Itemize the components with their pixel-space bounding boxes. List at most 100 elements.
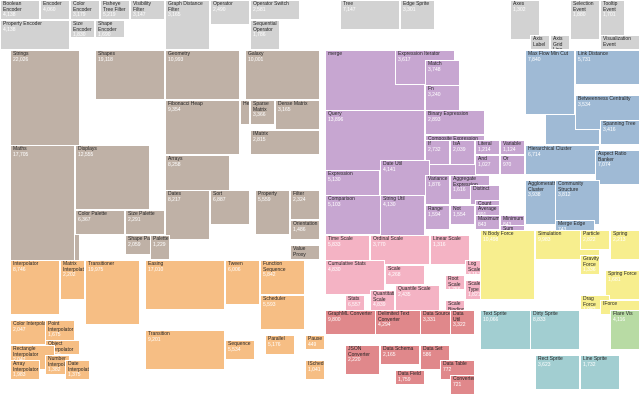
treemap-cell: Transition 9,201 xyxy=(145,330,225,370)
treemap-cell: Size Encoder 1,830 xyxy=(70,20,95,38)
treemap-cell: Dirty Sprite 8,833 xyxy=(530,310,580,350)
cell-label: Function Sequence xyxy=(263,261,286,273)
cell-label: Stats xyxy=(348,296,360,302)
cell-value: 10,498 xyxy=(483,236,499,243)
cell-label: Aggregate Expression xyxy=(453,176,478,188)
cell-label: Scale Type xyxy=(468,281,481,293)
treemap-cell: Max Flow Min Cut 7,840 xyxy=(525,50,575,115)
cell-label: Operator Switch xyxy=(253,1,289,7)
treemap-cell: Color Encoder 3,179 xyxy=(70,0,100,20)
cell-value: 3,938 xyxy=(528,192,541,198)
cell-label: Count xyxy=(478,201,492,207)
cell-value: 8,833 xyxy=(533,316,546,323)
cell-label: Transitioner xyxy=(88,261,115,267)
cell-label: Matrix Interpolator xyxy=(63,261,84,273)
cell-label: Dates xyxy=(168,191,182,197)
cell-label: Geometry xyxy=(168,51,190,57)
treemap-cell: Spring Force 1,681 xyxy=(605,270,640,300)
cell-label: Sum xyxy=(503,226,514,232)
cell-value: 1,759 xyxy=(398,376,411,383)
cell-value: 5,103 xyxy=(328,201,341,208)
cell-label: Visualization Event xyxy=(603,36,631,48)
treemap-cell: Hierarchical Cluster 6,714 xyxy=(525,145,600,175)
treemap-cell: Value Proxy xyxy=(290,245,320,260)
cell-label: Cumulative Stats xyxy=(328,261,366,267)
treemap-cell: Palette 1,229 xyxy=(150,235,170,260)
treemap-cell: Flare Vis 4,116 xyxy=(610,310,640,350)
cell-value: 1,486 xyxy=(293,226,306,233)
cell-value: 3,322 xyxy=(453,322,466,328)
cell-label: Variable xyxy=(503,141,521,147)
treemap-cell: Operator 2,490 xyxy=(210,0,250,25)
cell-label: Color Interpolator xyxy=(13,321,52,327)
cell-label: Aspect Ratio Banker xyxy=(598,151,627,163)
treemap-cell: Axis Label xyxy=(530,35,550,50)
cell-value: 4,130 xyxy=(383,201,396,208)
cell-label: Betweenness Centrality xyxy=(578,96,631,102)
cell-value: 2,220 xyxy=(348,357,361,363)
cell-label: Scale xyxy=(388,266,401,272)
cell-label: Data Schema xyxy=(383,346,414,352)
treemap-cell: Scheduler 5,593 xyxy=(260,295,305,330)
cell-label: Transition xyxy=(148,331,170,337)
cell-label: Shapes xyxy=(98,51,115,57)
treemap-cell: And 1,027 xyxy=(475,155,500,175)
cell-value: 4,116 xyxy=(613,316,626,323)
treemap-cell: Maths 17,705 xyxy=(10,145,75,265)
cell-label: Color Encoder xyxy=(73,1,92,13)
cell-value: 1,382 xyxy=(48,367,61,373)
cell-label: Data Field xyxy=(398,371,421,377)
cell-value: 1,316 xyxy=(433,241,446,248)
treemap-cell: Filter 2,324 xyxy=(290,190,320,220)
cell-value: 2,822 xyxy=(583,236,596,243)
treemap-cell: Maximum 843 xyxy=(475,215,500,230)
cell-label: And xyxy=(478,156,487,162)
treemap-cell: Axes 1,302 xyxy=(510,0,540,40)
cell-value: 5,842 xyxy=(263,272,276,278)
treemap-cell: Sort 6,887 xyxy=(210,190,250,225)
cell-label: Simulation xyxy=(538,231,562,237)
cell-value: 10,001 xyxy=(248,56,264,63)
treemap-cell: Date Util 4,141 xyxy=(380,160,430,200)
treemap-cell: N Body Force 10,498 xyxy=(480,230,535,300)
cell-label: Sort xyxy=(213,191,223,197)
cell-label: Strings xyxy=(13,51,29,57)
cell-label: Hierarchical Cluster xyxy=(528,146,572,152)
treemap-cell: Data Set 586 xyxy=(420,345,450,370)
treemap-cell: Axis Grid Line xyxy=(550,35,570,50)
cell-label: Literal xyxy=(478,141,492,147)
cell-label: Selection Event xyxy=(573,1,594,13)
cell-value: 5,176 xyxy=(268,341,281,348)
treemap-cell: Root Scale 1,756 xyxy=(445,275,465,290)
cell-label: Comparison xyxy=(328,196,355,202)
cell-label: Object Interpolator xyxy=(48,341,74,353)
cell-value: 2,893 xyxy=(428,116,441,123)
cell-label: Sparse Matrix xyxy=(253,101,269,113)
treemap-cell: Or 970 xyxy=(500,155,525,175)
cell-label: Value Proxy xyxy=(293,246,306,258)
cell-value: 2,039 xyxy=(453,146,466,153)
cell-value: 2,490 xyxy=(213,6,226,13)
cell-value: 3,151 xyxy=(468,272,481,275)
cell-value: 2,324 xyxy=(293,196,306,203)
treemap-cell: Sequential Operator 1,786 xyxy=(250,20,280,50)
treemap-cell: Boolean Encoder 4,138 xyxy=(0,0,40,20)
treemap-cell: Community Structure 3,812 xyxy=(555,180,600,225)
treemap-cell: Property 5,559 xyxy=(255,190,290,235)
cell-value: 2,732 xyxy=(428,146,441,153)
cell-value: 9,983 xyxy=(538,236,551,243)
cell-label: Parallel xyxy=(268,336,285,342)
treemap-cell: Pause 449 xyxy=(305,335,325,350)
cell-value: 6,714 xyxy=(528,151,541,158)
cell-value: 6,367 xyxy=(78,216,91,223)
cell-value: 843 xyxy=(478,221,487,228)
treemap-cell: Parallel 5,176 xyxy=(265,335,295,355)
cell-value: 1,375 xyxy=(68,372,81,378)
treemap-cell: Selection Event 1,880 xyxy=(570,0,600,40)
cell-label: Max Flow Min Cut xyxy=(528,51,569,57)
treemap-cell: Spring 2,213 xyxy=(610,230,640,260)
cell-label: Quantitative Scale xyxy=(373,291,394,303)
cell-value: 2,435 xyxy=(398,291,411,298)
cell-value: 8,217 xyxy=(168,196,181,203)
cell-value: 2,202 xyxy=(63,272,76,278)
